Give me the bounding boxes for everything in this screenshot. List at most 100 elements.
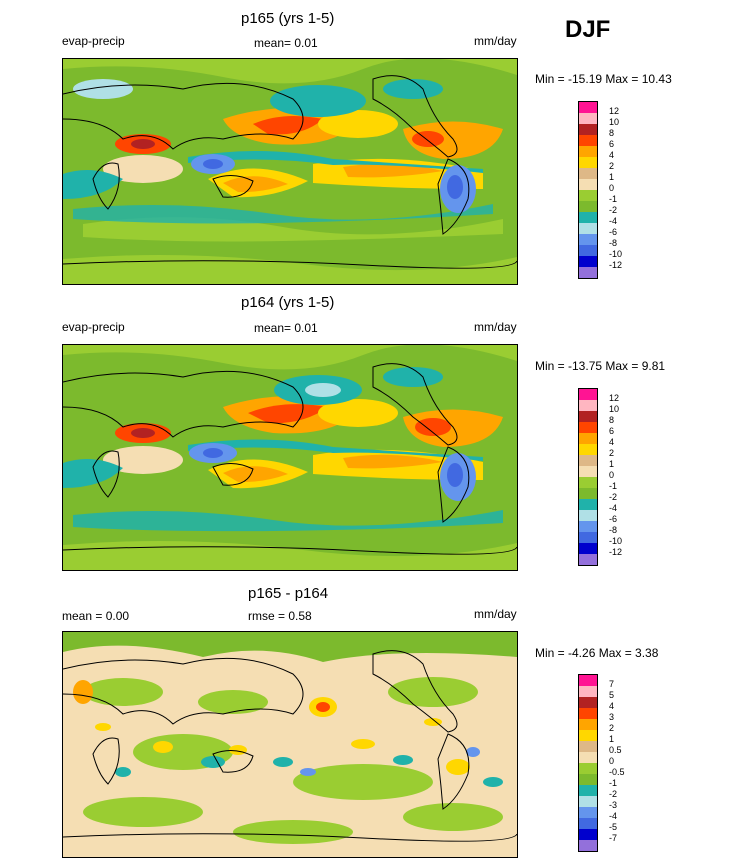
colorbar-swatch	[579, 422, 597, 433]
colorbar-swatch	[579, 774, 597, 785]
colorbar-swatch	[579, 829, 597, 840]
colorbar-label: -4	[609, 503, 618, 513]
colorbar-label: 8	[609, 128, 615, 138]
colorbar-label: 1	[609, 172, 615, 182]
colorbar-label: 3	[609, 712, 615, 722]
colorbar-swatch	[579, 124, 597, 135]
colorbar-swatch	[579, 708, 597, 719]
colorbar-label: 6	[609, 426, 615, 436]
colorbar-label: -5	[609, 822, 618, 832]
colorbar-swatch	[579, 245, 597, 256]
panel2-variable-label: evap-precip	[62, 320, 125, 334]
panel1-units-label: mm/day	[474, 34, 517, 48]
colorbar-swatch	[579, 510, 597, 521]
colorbar-swatch	[579, 741, 597, 752]
colorbar-swatch	[579, 201, 597, 212]
panel3-map	[62, 631, 518, 858]
colorbar-swatch	[579, 135, 597, 146]
colorbar-swatch	[579, 113, 597, 124]
panel2-colorbar	[578, 388, 598, 566]
colorbar-label: 10	[609, 117, 620, 127]
colorbar-label: -0.5	[609, 767, 625, 777]
colorbar-label: 7	[609, 679, 615, 689]
colorbar-label: -4	[609, 811, 618, 821]
panel2-units-label: mm/day	[474, 320, 517, 334]
panel2-mean-label: mean= 0.01	[254, 321, 318, 335]
panel1-mean-label: mean= 0.01	[254, 36, 318, 50]
colorbar-swatch	[579, 763, 597, 774]
colorbar-label: -1	[609, 194, 618, 204]
panel2-legend: 12 10 8 6 4 2 1 0 -1 -2 -4 -6 -8 -10 -12	[578, 388, 622, 566]
colorbar-swatch	[579, 223, 597, 234]
colorbar-label: 2	[609, 723, 615, 733]
colorbar-swatch	[579, 212, 597, 223]
colorbar-label: 5	[609, 690, 615, 700]
colorbar-swatch	[579, 168, 597, 179]
colorbar-swatch	[579, 389, 597, 400]
panel3-minmax-label: Min = -4.26 Max = 3.38	[535, 646, 659, 660]
colorbar-label: -6	[609, 227, 618, 237]
panel3-units-label: mm/day	[474, 607, 517, 621]
colorbar-label: 4	[609, 437, 615, 447]
panel3-title: p165 - p164	[248, 585, 329, 602]
colorbar-swatch	[579, 267, 597, 278]
colorbar-swatch	[579, 796, 597, 807]
colorbar-swatch	[579, 554, 597, 565]
colorbar-swatch	[579, 785, 597, 796]
colorbar-swatch	[579, 455, 597, 466]
colorbar-label: 1	[609, 734, 615, 744]
colorbar-swatch	[579, 433, 597, 444]
colorbar-swatch	[579, 157, 597, 168]
colorbar-swatch	[579, 179, 597, 190]
colorbar-label: 0	[609, 470, 615, 480]
colorbar-label: 0	[609, 183, 615, 193]
colorbar-swatch	[579, 686, 597, 697]
colorbar-label: -1	[609, 481, 618, 491]
colorbar-label: -2	[609, 789, 618, 799]
colorbar-swatch	[579, 488, 597, 499]
panel1-title: p165 (yrs 1-5)	[241, 10, 335, 27]
colorbar-label: -3	[609, 800, 618, 810]
colorbar-swatch	[579, 411, 597, 422]
colorbar-label: -10	[609, 536, 623, 546]
colorbar-swatch	[579, 146, 597, 157]
panel1-map-field	[63, 59, 517, 284]
colorbar-label: 0.5	[609, 745, 622, 755]
colorbar-swatch	[579, 444, 597, 455]
colorbar-label: 2	[609, 161, 615, 171]
panel1-legend: 12 10 8 6 4 2 1 0 -1 -2 -4 -6 -8 -10 -12	[578, 101, 622, 279]
panel3-map-field	[63, 632, 517, 857]
panel2-map-field	[63, 345, 517, 570]
colorbar-label: -12	[609, 260, 623, 270]
colorbar-label: -4	[609, 216, 618, 226]
colorbar-swatch	[579, 521, 597, 532]
colorbar-label: -8	[609, 238, 618, 248]
panel3-rmse-label: rmse = 0.58	[248, 609, 312, 623]
panel3-colorbar	[578, 674, 598, 852]
colorbar-swatch	[579, 675, 597, 686]
colorbar-label: -1	[609, 778, 618, 788]
panel3-mean-label: mean = 0.00	[62, 609, 130, 623]
colorbar-swatch	[579, 543, 597, 554]
colorbar-swatch	[579, 697, 597, 708]
colorbar-swatch	[579, 719, 597, 730]
colorbar-swatch	[579, 818, 597, 829]
colorbar-label: 1	[609, 459, 615, 469]
colorbar-swatch	[579, 532, 597, 543]
colorbar-swatch	[579, 256, 597, 267]
colorbar-label: -10	[609, 249, 623, 259]
colorbar-label: 10	[609, 404, 620, 414]
panel1-colorbar	[578, 101, 598, 279]
colorbar-swatch	[579, 807, 597, 818]
colorbar-swatch	[579, 466, 597, 477]
colorbar-label: -2	[609, 205, 618, 215]
colorbar-swatch	[579, 730, 597, 741]
panel2-minmax-label: Min = -13.75 Max = 9.81	[535, 359, 666, 373]
colorbar-swatch	[579, 190, 597, 201]
colorbar-swatch	[579, 752, 597, 763]
colorbar-label: -7	[609, 833, 618, 843]
colorbar-label: 12	[609, 106, 620, 116]
colorbar-label: -12	[609, 547, 623, 557]
panel1-variable-label: evap-precip	[62, 34, 125, 48]
season-label: DJF	[565, 16, 611, 43]
